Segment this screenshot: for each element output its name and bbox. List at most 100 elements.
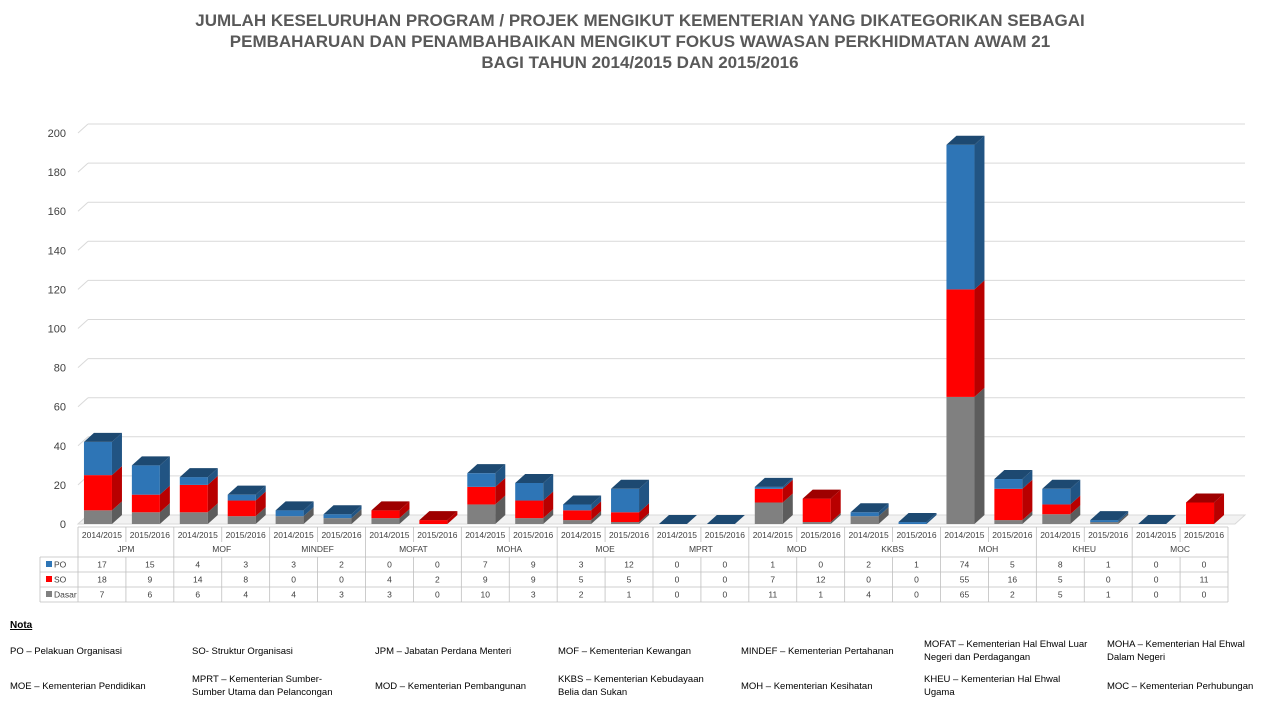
bar-dasar-20 (1042, 514, 1071, 524)
bar-side-dasar-6 (399, 509, 410, 524)
notes-section: Nota PO – Pelakuan Organisasi SO- Strukt… (0, 615, 1280, 720)
bar-so-6 (371, 510, 400, 519)
data-label-po-2: 4 (195, 560, 200, 570)
data-label-dasar-13: 0 (723, 590, 728, 600)
x-subcategory-label-23: 2015/2016 (1184, 530, 1224, 540)
data-label-so-2: 14 (193, 575, 203, 585)
data-label-dasar-14: 11 (768, 590, 777, 600)
note-moha: MOHA – Kementerian Hal Ehwal Dalam Neger… (1107, 639, 1245, 663)
data-label-so-22: 0 (1154, 575, 1159, 585)
bar-side-so-20 (1070, 495, 1081, 515)
bar-side-po-18 (974, 135, 985, 290)
bar-so-23 (1186, 502, 1215, 524)
bar-side-dasar-3 (255, 507, 266, 524)
bar-top-1 (131, 456, 170, 466)
bar-po-21 (1090, 520, 1119, 523)
bar-top-11 (611, 479, 650, 489)
bar-po-19 (994, 479, 1023, 489)
x-group-label-4: MOHA (497, 544, 523, 554)
bar-dasar-5 (323, 518, 352, 524)
y-tick-label-1: 20 (54, 480, 66, 492)
bar-side-dasar-5 (351, 509, 362, 524)
data-label-dasar-12: 0 (675, 590, 680, 600)
legend-label-po: PO (54, 560, 67, 570)
data-label-po-7: 0 (435, 560, 440, 570)
data-label-dasar-21: 1 (1106, 590, 1111, 600)
bar-top-8 (467, 464, 506, 474)
note-jpm: JPM – Jabatan Perdana Menteri (375, 646, 512, 657)
legend-label-dasar: Dasar (54, 590, 77, 600)
legend-key-so (46, 576, 52, 582)
gridline-slant-3 (77, 397, 89, 408)
note-mprt: MPRT – Kementerian Sumber- Sumber Utama … (192, 674, 333, 698)
bar-side-dasar-14 (782, 493, 793, 524)
bar-so-15 (802, 498, 831, 523)
data-label-po-22: 0 (1154, 560, 1159, 570)
bar-po-20 (1042, 488, 1071, 505)
gridline-slant-4 (77, 358, 89, 368)
data-label-so-4: 0 (291, 575, 296, 585)
data-label-so-19: 16 (1008, 575, 1018, 585)
note-mof: MOF – Kementerian Kewangan (558, 646, 692, 657)
bar-side-so-2 (207, 475, 218, 513)
data-label-so-5: 0 (339, 575, 344, 585)
gridline-slant-7 (77, 240, 89, 251)
x-subcategory-label-8: 2014/2015 (465, 530, 505, 540)
bar-top-23 (1186, 493, 1225, 503)
data-label-dasar-15: 1 (818, 590, 823, 600)
bar-dasar-3 (227, 516, 256, 524)
bar-po-16 (850, 512, 879, 517)
gridline-slant-6 (77, 280, 89, 290)
data-label-po-13: 0 (723, 560, 728, 570)
x-group-label-0: JPM (117, 544, 134, 554)
y-tick-label-7: 140 (48, 245, 66, 257)
x-subcategory-label-0: 2014/2015 (82, 530, 122, 540)
x-subcategory-label-7: 2015/2016 (417, 530, 457, 540)
x-subcategory-label-2: 2014/2015 (178, 530, 218, 540)
data-label-dasar-16: 4 (866, 590, 871, 600)
x-group-label-5: MOE (595, 544, 615, 554)
gridline-slant-9 (77, 162, 89, 173)
y-tick-label-0: 0 (60, 519, 66, 531)
data-label-so-16: 0 (866, 575, 871, 585)
bar-side-dasar-15 (830, 513, 841, 524)
bar-po-0 (83, 441, 112, 476)
bar-top-9 (515, 473, 554, 483)
bar-side-so-1 (159, 485, 170, 513)
data-label-so-10: 5 (579, 575, 584, 585)
x-group-label-1: MOF (212, 544, 231, 554)
note-mindef: MINDEF – Kementerian Pertahanan (741, 646, 894, 657)
y-tick-label-8: 160 (48, 206, 66, 218)
bar-side-po-16 (878, 503, 889, 517)
y-tick-label-2: 40 (54, 441, 66, 453)
data-label-po-20: 8 (1058, 560, 1063, 570)
bar-side-so-6 (399, 501, 410, 519)
x-group-label-11: MOC (1170, 544, 1190, 554)
data-label-po-18: 74 (960, 560, 970, 570)
bar-side-dasar-11 (639, 513, 650, 524)
gridline-slant-2 (77, 436, 89, 447)
bar-side-so-14 (782, 479, 793, 503)
bar-po-2 (179, 477, 208, 485)
y-tick-label-3: 60 (54, 402, 66, 414)
x-group-label-8: KKBS (881, 544, 904, 554)
bar-dasar-4 (275, 516, 304, 524)
title-line-1: JUMLAH KESELURUHAN PROGRAM / PROJEK MENG… (195, 11, 1085, 30)
bar-side-so-23 (1214, 493, 1225, 524)
bar-po-11 (611, 488, 640, 513)
bar-dasar-2 (179, 512, 208, 524)
data-label-po-14: 1 (770, 560, 775, 570)
bar-side-so-8 (495, 477, 506, 505)
x-subcategory-label-15: 2015/2016 (801, 530, 841, 540)
bar-so-20 (1042, 504, 1071, 515)
x-subcategory-label-11: 2015/2016 (609, 530, 649, 540)
data-label-so-15: 12 (816, 575, 826, 585)
x-subcategory-label-10: 2014/2015 (561, 530, 601, 540)
bar-po-8 (467, 473, 496, 487)
bar-side-po-5 (351, 505, 362, 519)
bar-side-so-7 (447, 511, 458, 524)
bar-po-9 (515, 482, 544, 501)
bar-so-14 (754, 488, 783, 503)
x-group-label-3: MOFAT (399, 544, 428, 554)
y-tick-label-4: 80 (54, 363, 66, 375)
